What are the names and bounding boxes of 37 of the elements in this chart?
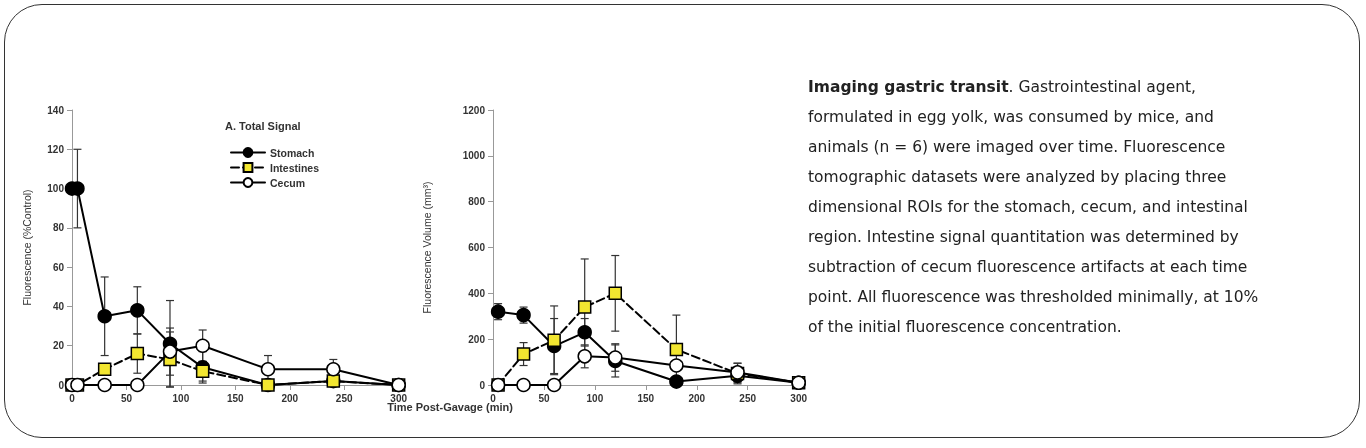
y-tick-label: 80 [52,222,65,234]
y-tick-label: 100 [47,183,65,195]
x-tick-label: 250 [335,392,353,404]
y-tick-label: 1000 [462,150,486,162]
y-tick-label: 0 [58,379,65,391]
y-tick-label: 400 [468,287,486,299]
x-tick-label: 250 [739,392,757,404]
y-tick-label: 600 [468,242,486,253]
x-tick-label: 300 [390,392,408,404]
y-tick-label: 20 [52,340,65,352]
legend-title: A. Total Signal [225,119,301,132]
y-tick-label: 40 [52,300,65,312]
y-axis-title: Fluorescence Volume (mm³) [420,181,433,314]
x-tick-label: 200 [281,392,299,404]
x-tick-label: 0 [490,392,497,404]
y-tick-label: 200 [468,333,486,345]
y-tick-label: 1200 [462,104,486,116]
y-tick-label: 800 [468,196,486,208]
y-tick-label: 140 [47,104,65,116]
legend-label: Cecum [270,176,306,189]
x-tick-label: 50 [120,392,133,404]
text: Imaging gastric transit [808,78,1009,96]
x-tick-label: 100 [172,392,190,404]
x-tick-label: 50 [538,392,550,404]
x-tick-label: 150 [226,392,245,404]
x-axis-title: Time Post-Gavage (min) [387,401,513,413]
x-tick-label: 0 [69,392,76,404]
x-tick-label: 100 [586,392,604,404]
legend-label: Intestines [270,161,320,174]
y-tick-label: 60 [52,261,65,273]
y-axis-title: Fluorescence (%Control) [20,189,33,306]
x-tick-label: 200 [688,392,706,404]
x-tick-label: 150 [637,392,655,404]
y-tick-label: 0 [479,379,486,391]
legend-label: Stomach [270,146,315,159]
x-tick-label: 300 [790,392,808,404]
y-tick-label: 120 [47,143,65,155]
